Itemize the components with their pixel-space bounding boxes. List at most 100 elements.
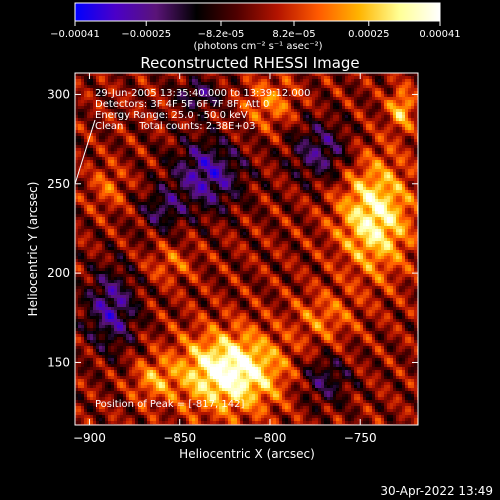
heatmap-cell xyxy=(159,172,163,176)
heatmap-cell xyxy=(165,154,169,158)
heatmap-cell xyxy=(84,136,88,140)
heatmap-cell xyxy=(162,343,166,347)
heatmap-cell xyxy=(165,145,169,149)
heatmap-cell xyxy=(189,370,193,374)
heatmap-cell xyxy=(189,208,193,212)
heatmap-cell xyxy=(81,397,85,401)
heatmap-cell xyxy=(150,274,154,278)
heatmap-cell xyxy=(162,268,166,272)
heatmap-cell xyxy=(147,112,151,116)
heatmap-cell xyxy=(102,340,106,344)
heatmap-cell xyxy=(159,112,163,116)
heatmap-cell xyxy=(198,301,202,305)
heatmap-cell xyxy=(96,205,100,209)
heatmap-cell xyxy=(87,361,91,365)
heatmap-cell xyxy=(177,343,181,347)
heatmap-cell xyxy=(174,241,178,245)
heatmap-cell xyxy=(147,208,151,212)
heatmap-cell xyxy=(129,406,133,410)
heatmap-cell xyxy=(138,226,142,230)
heatmap-cell xyxy=(153,154,157,158)
heatmap-cell xyxy=(126,115,130,119)
heatmap-cell xyxy=(150,100,154,104)
heatmap-cell xyxy=(129,358,133,362)
heatmap-cell xyxy=(81,268,85,272)
heatmap-cell xyxy=(117,379,121,383)
heatmap-cell xyxy=(192,418,196,422)
heatmap-cell xyxy=(144,166,148,170)
heatmap-cell xyxy=(168,421,172,425)
heatmap-cell xyxy=(144,106,148,110)
heatmap-cell xyxy=(150,355,154,359)
heatmap-cell xyxy=(165,280,169,284)
heatmap-cell xyxy=(75,115,79,119)
heatmap-cell xyxy=(90,91,94,95)
heatmap-cell xyxy=(171,139,175,143)
heatmap-cell xyxy=(108,124,112,128)
heatmap-cell xyxy=(183,211,187,215)
heatmap-cell xyxy=(120,142,124,146)
heatmap-cell xyxy=(165,160,169,164)
heatmap-cell xyxy=(93,133,97,137)
heatmap-cell xyxy=(141,250,145,254)
heatmap-cell xyxy=(153,214,157,218)
heatmap-cell xyxy=(120,361,124,365)
heatmap-cell xyxy=(174,100,178,104)
heatmap-cell xyxy=(123,367,127,371)
heatmap-cell xyxy=(126,361,130,365)
heatmap-cell xyxy=(78,142,82,146)
heatmap-cell xyxy=(168,280,172,284)
heatmap-cell xyxy=(96,88,100,92)
heatmap-cell xyxy=(96,181,100,185)
heatmap-cell xyxy=(180,136,184,140)
heatmap-cell xyxy=(87,136,91,140)
heatmap-cell xyxy=(162,316,166,320)
heatmap-cell xyxy=(87,421,91,425)
heatmap-cell xyxy=(165,400,169,404)
heatmap-cell xyxy=(165,196,169,200)
heatmap-cell xyxy=(177,217,181,221)
heatmap-cell xyxy=(186,343,190,347)
heatmap-cell xyxy=(150,316,154,320)
heatmap-cell xyxy=(153,340,157,344)
heatmap-cell xyxy=(186,349,190,353)
heatmap-cell xyxy=(84,79,88,83)
heatmap-cell xyxy=(87,316,91,320)
heatmap-cell xyxy=(180,124,184,128)
heatmap-cell xyxy=(168,307,172,311)
heatmap-cell xyxy=(135,316,139,320)
heatmap-cell xyxy=(138,352,142,356)
heatmap-cell xyxy=(126,313,130,317)
heatmap-cell xyxy=(177,91,181,95)
heatmap-cell xyxy=(102,172,106,176)
heatmap-cell xyxy=(117,271,121,275)
heatmap-cell xyxy=(90,106,94,110)
heatmap-cell xyxy=(114,172,118,176)
heatmap-cell xyxy=(111,214,115,218)
heatmap-cell xyxy=(150,256,154,260)
heatmap-cell xyxy=(135,271,139,275)
heatmap-cell xyxy=(90,235,94,239)
heatmap-cell xyxy=(138,406,142,410)
heatmap-cell xyxy=(114,421,118,425)
heatmap-cell xyxy=(171,118,175,122)
heatmap-cell xyxy=(99,382,103,386)
heatmap-cell xyxy=(153,232,157,236)
heatmap-cell xyxy=(156,301,160,305)
heatmap-cell xyxy=(186,169,190,173)
heatmap-cell xyxy=(84,337,88,341)
heatmap-cell xyxy=(156,124,160,128)
heatmap-cell xyxy=(114,163,118,167)
heatmap-cell xyxy=(159,280,163,284)
heatmap-cell xyxy=(192,262,196,266)
heatmap-cell xyxy=(135,289,139,293)
heatmap-cell xyxy=(111,397,115,401)
heatmap-cell xyxy=(195,406,199,410)
heatmap-cell xyxy=(105,421,109,425)
heatmap-cell xyxy=(162,304,166,308)
heatmap-cell xyxy=(192,400,196,404)
heatmap-cell xyxy=(180,394,184,398)
heatmap-cell xyxy=(117,151,121,155)
heatmap-cell xyxy=(84,340,88,344)
heatmap-cell xyxy=(150,403,154,407)
